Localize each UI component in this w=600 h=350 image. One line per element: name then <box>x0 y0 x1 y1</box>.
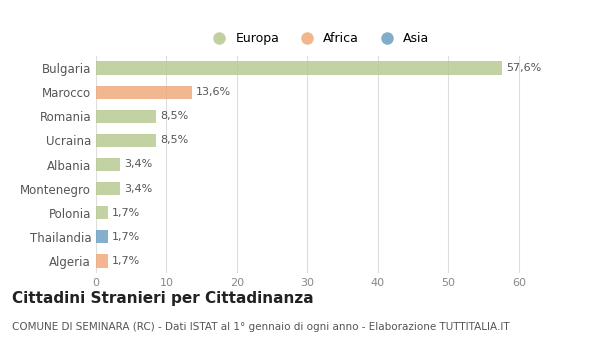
Text: 1,7%: 1,7% <box>112 232 140 242</box>
Bar <box>96 158 120 171</box>
Text: 3,4%: 3,4% <box>124 184 152 194</box>
Text: Cittadini Stranieri per Cittadinanza: Cittadini Stranieri per Cittadinanza <box>12 290 314 306</box>
Bar <box>96 62 502 75</box>
Text: 57,6%: 57,6% <box>506 63 541 73</box>
Bar <box>96 110 156 123</box>
Text: 8,5%: 8,5% <box>160 135 188 145</box>
Text: 3,4%: 3,4% <box>124 160 152 169</box>
Text: COMUNE DI SEMINARA (RC) - Dati ISTAT al 1° gennaio di ogni anno - Elaborazione T: COMUNE DI SEMINARA (RC) - Dati ISTAT al … <box>12 322 509 332</box>
Bar <box>96 254 108 267</box>
Bar <box>96 206 108 219</box>
Bar <box>96 230 108 244</box>
Text: 1,7%: 1,7% <box>112 256 140 266</box>
Bar <box>96 85 192 99</box>
Text: 8,5%: 8,5% <box>160 111 188 121</box>
Text: 1,7%: 1,7% <box>112 208 140 218</box>
Text: 13,6%: 13,6% <box>196 87 231 97</box>
Bar <box>96 134 156 147</box>
Legend: Europa, Africa, Asia: Europa, Africa, Asia <box>207 33 429 46</box>
Bar <box>96 182 120 195</box>
